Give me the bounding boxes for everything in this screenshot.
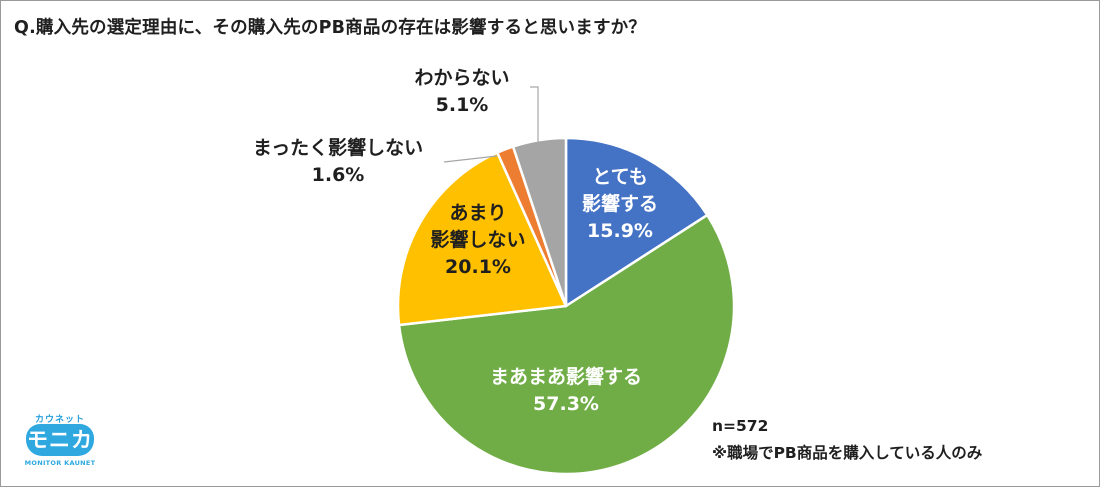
slice-value-label: 15.9% [587,220,653,242]
slice-category-label: 影響する [582,192,658,215]
logo-top-text: カウネット [34,415,85,425]
logo-main-text: モニカ [26,424,94,456]
logo-sub-text: MONITOR KAUNET [24,459,96,467]
chart-title: Q.購入先の選定理由に、その購入先のPB商品の存在は影響すると思いますか？ [14,18,647,38]
leader-line [530,86,539,145]
slice-category-label: まあまあ影響する [490,365,642,388]
slice-value-label: 20.1% [445,256,511,278]
leader-line [443,155,498,163]
pie-slice [396,151,568,327]
pie-slice [397,213,736,476]
monika-logo: カウネット モニカ MONITOR KAUNET [18,412,102,472]
pie-slice [564,136,709,308]
slice-category-label: とても [592,166,647,188]
pie-slice [511,136,568,308]
slice-category-label: あまり [449,202,506,224]
slice-category-label: 影響しない [430,228,525,251]
slice-category-label: わからない [414,67,509,89]
footnote: ※職場でPB商品を購入している人のみ [712,444,983,462]
sample-size-note: n=572 [712,417,769,435]
slice-value-label: 1.6% [312,164,365,186]
slice-category-label: まったく影響しない [253,136,423,159]
slice-value-label: 57.3% [533,393,599,415]
slice-value-label: 5.1% [436,94,489,116]
